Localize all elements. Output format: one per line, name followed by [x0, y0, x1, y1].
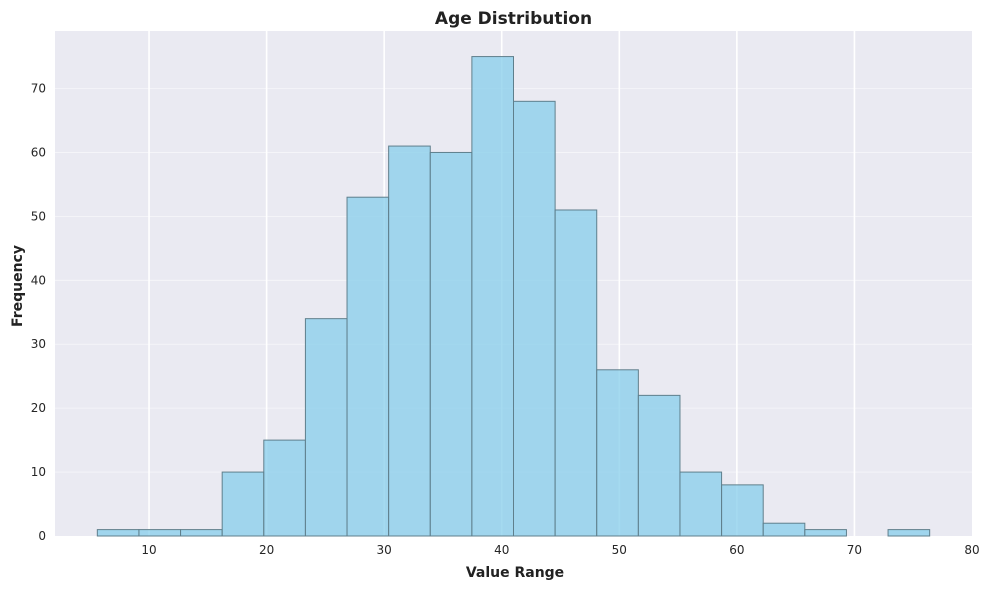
- y-tick-label-1: 10: [31, 465, 46, 479]
- histogram-bar-12: [596, 369, 639, 537]
- x-axis-ticks: 10 20 30 40 50 60 70 80: [141, 543, 979, 557]
- histogram-bar-14: [679, 471, 723, 537]
- y-tick-label-5: 50: [31, 209, 46, 223]
- histogram-bar-4: [263, 439, 306, 537]
- chart-title: Age Distribution: [435, 9, 592, 29]
- histogram-bar-6: [346, 196, 390, 537]
- histogram-bar-10: [513, 100, 556, 537]
- histogram-bar-16: [762, 522, 806, 537]
- histogram-bars: [96, 56, 931, 537]
- histogram-bar-11: [554, 209, 598, 537]
- x-tick-label-6: 70: [847, 543, 862, 557]
- x-tick-label-1: 20: [259, 543, 274, 557]
- y-tick-label-7: 70: [31, 82, 46, 96]
- x-tick-label-4: 50: [612, 543, 627, 557]
- x-tick-label-5: 60: [729, 543, 744, 557]
- histogram-bar-2: [180, 529, 223, 537]
- histogram-bar-17: [804, 529, 847, 537]
- histogram-bar-19: [887, 529, 931, 537]
- y-axis-ticks: 0 10 20 30 40 50 60 70: [31, 82, 46, 543]
- histogram-bar-8: [429, 151, 473, 537]
- histogram-bar-0: [96, 529, 140, 537]
- histogram-bar-3: [221, 471, 265, 537]
- histogram-bar-1: [138, 529, 182, 537]
- histogram-bar-7: [388, 145, 431, 537]
- x-tick-label-2: 30: [377, 543, 392, 557]
- histogram-bar-15: [721, 484, 764, 537]
- x-tick-label-7: 80: [964, 543, 979, 557]
- x-tick-label-3: 40: [494, 543, 509, 557]
- y-tick-label-0: 0: [38, 529, 46, 543]
- histogram-bar-9: [471, 56, 514, 537]
- y-tick-label-3: 30: [31, 337, 46, 351]
- x-tick-label-0: 10: [141, 543, 156, 557]
- y-tick-label-2: 20: [31, 401, 46, 415]
- y-tick-label-6: 60: [31, 145, 46, 159]
- histogram-bar-5: [304, 318, 348, 537]
- x-axis-label: Value Range: [466, 565, 564, 581]
- histogram-bar-13: [637, 394, 681, 537]
- y-tick-label-4: 40: [31, 273, 46, 287]
- y-axis-label: Frequency: [10, 245, 26, 327]
